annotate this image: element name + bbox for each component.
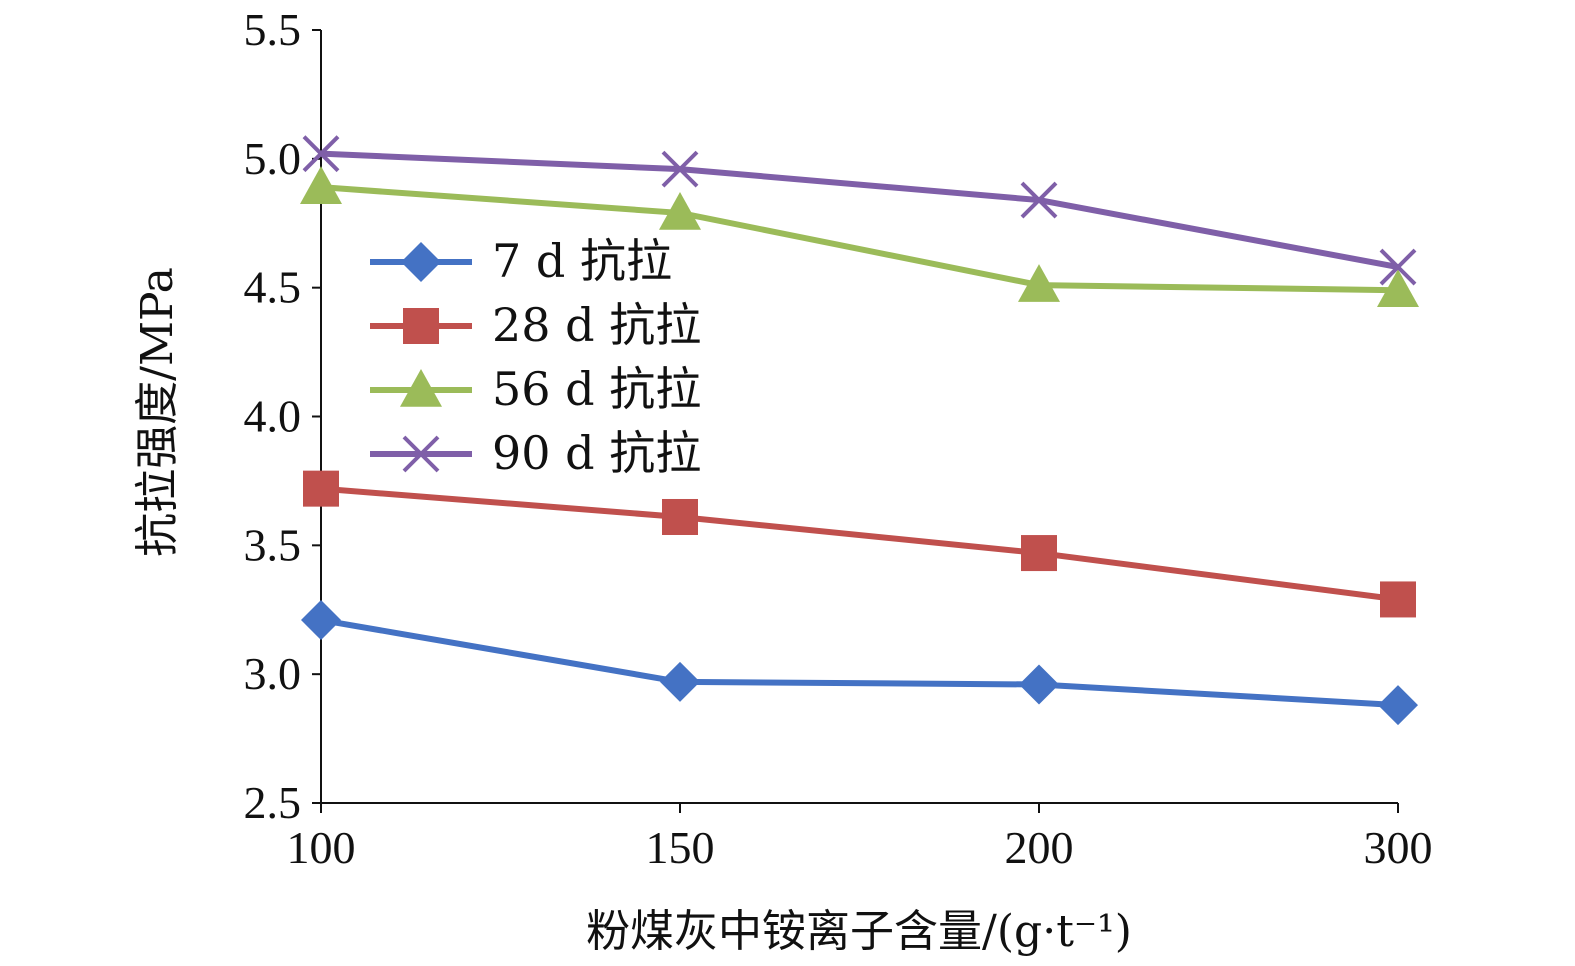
legend-label: 56 d 抗拉 <box>492 362 701 416</box>
series-line <box>320 617 1399 709</box>
data-point <box>659 191 701 230</box>
series-line <box>320 485 1399 603</box>
data-point <box>300 166 342 204</box>
legend-item: 7 d 抗拉 <box>370 234 672 288</box>
legend-marker <box>402 435 440 473</box>
legend-marker <box>400 369 442 407</box>
legend-label: 90 d 抗拉 <box>492 426 701 480</box>
data-point <box>303 470 339 507</box>
data-point <box>301 600 341 641</box>
series-layer <box>300 135 1419 726</box>
y-tick-label: 5.5 <box>244 4 302 55</box>
x-ticks: 100 150 200 300 <box>287 803 1433 873</box>
y-tick-label: 5.0 <box>244 133 302 184</box>
y-axis-title: 抗拉强度/MPa <box>132 267 183 557</box>
axes <box>320 30 1398 804</box>
x-tick-label: 200 <box>1005 822 1074 873</box>
series-line <box>320 150 1399 271</box>
legend-marker <box>403 308 439 344</box>
x-tick-label: 300 <box>1364 822 1433 873</box>
legend-item: 90 d 抗拉 <box>370 426 701 480</box>
data-point <box>1020 181 1058 219</box>
legend-item: 56 d 抗拉 <box>370 362 701 416</box>
data-point <box>1018 264 1060 302</box>
series-line <box>320 184 1399 294</box>
y-tick-label: 2.5 <box>244 777 302 828</box>
data-point <box>1021 535 1057 572</box>
data-point <box>660 661 700 702</box>
legend-label: 28 d 抗拉 <box>492 298 701 352</box>
x-axis-title: 粉煤灰中铵离子含量/(g·t⁻¹) <box>586 906 1132 957</box>
series-1 <box>303 470 1416 618</box>
y-tick-label: 4.5 <box>244 262 302 313</box>
data-point <box>1379 248 1417 286</box>
legend-marker <box>401 242 441 282</box>
data-point <box>661 150 699 188</box>
data-point <box>662 498 698 535</box>
legend-item: 28 d 抗拉 <box>370 298 701 352</box>
y-ticks: 2.5 3.0 3.5 4.0 4.5 5.0 5.5 <box>244 4 321 828</box>
legend-label: 7 d 抗拉 <box>492 234 672 288</box>
series-2 <box>300 166 1419 308</box>
data-point <box>302 135 340 173</box>
series-3 <box>302 135 1417 286</box>
data-point <box>1380 581 1416 618</box>
data-point <box>1378 685 1418 726</box>
x-tick-label: 150 <box>646 822 715 873</box>
legend: 7 d 抗拉 28 d 抗拉 56 d 抗拉 90 d 抗拉 <box>370 234 701 480</box>
data-point <box>1019 664 1059 705</box>
x-tick-label: 100 <box>287 822 356 873</box>
y-tick-label: 3.0 <box>244 648 302 699</box>
data-point <box>1377 269 1419 308</box>
y-tick-label: 3.5 <box>244 519 302 570</box>
series-0 <box>301 600 1418 726</box>
y-tick-label: 4.0 <box>244 391 302 442</box>
